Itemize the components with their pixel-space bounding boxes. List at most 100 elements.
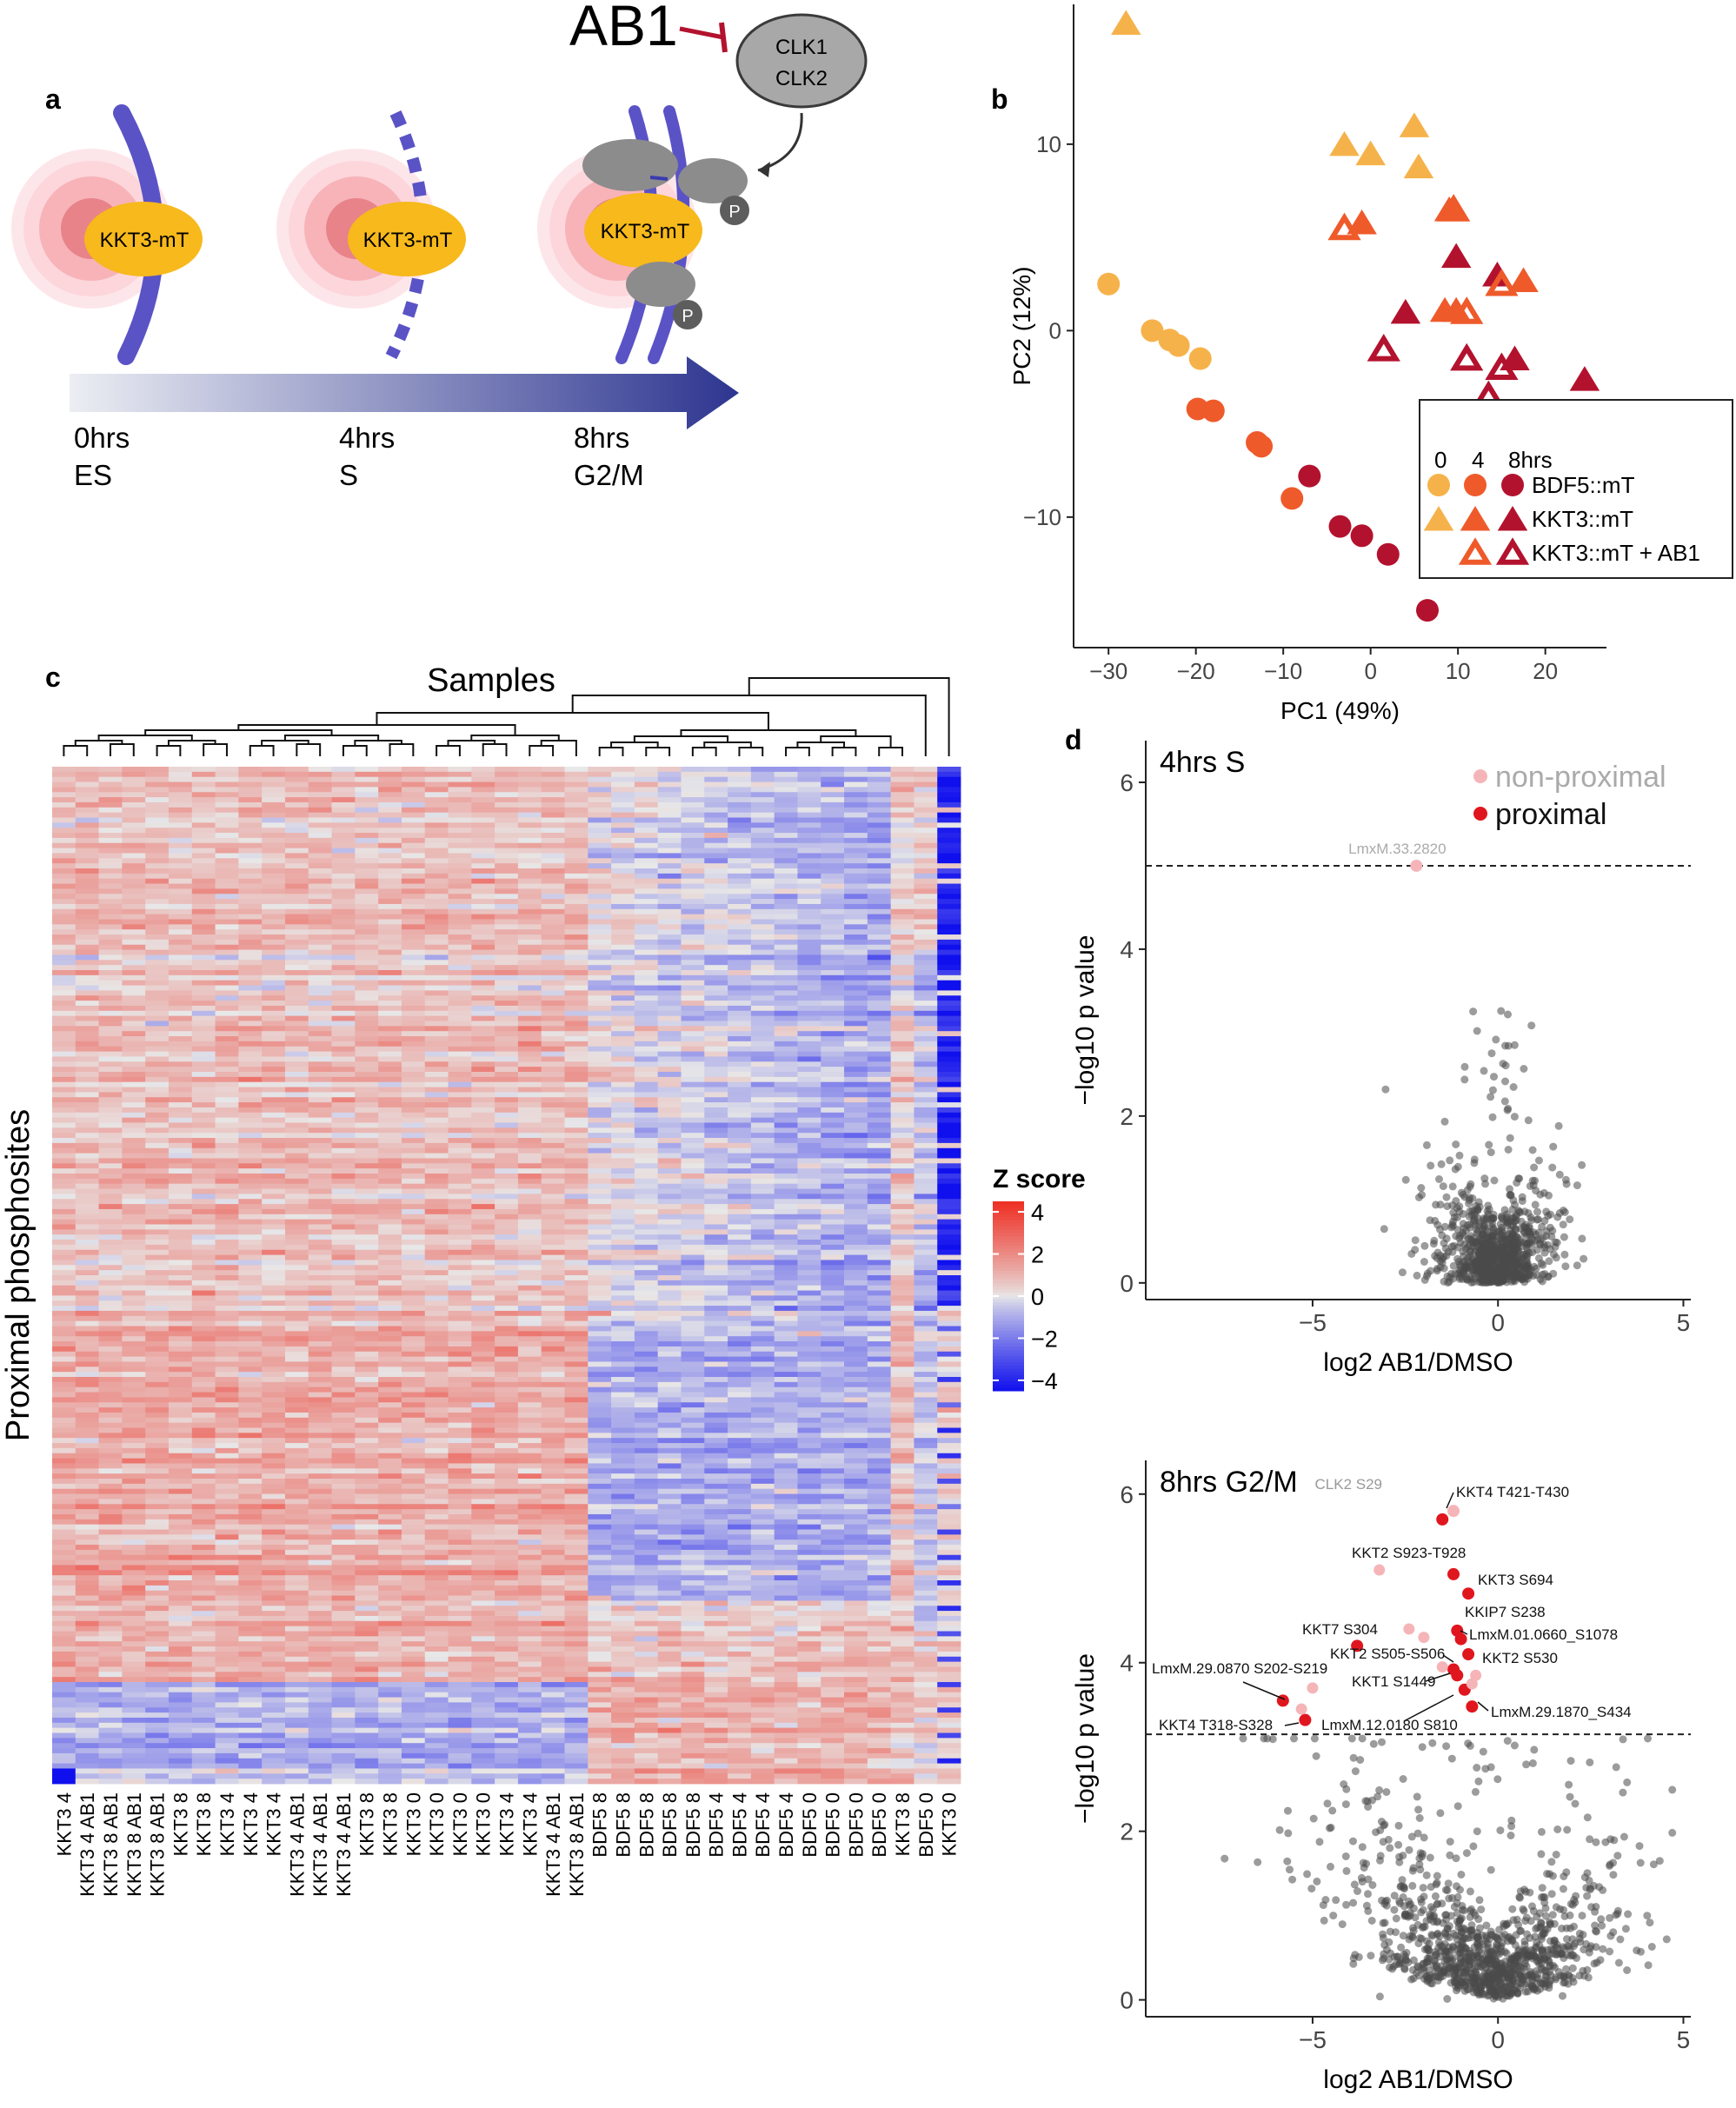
heatmap-cell xyxy=(308,1031,332,1037)
heatmap-cell xyxy=(284,1041,309,1047)
heatmap-cell xyxy=(517,1046,542,1052)
heatmap-cell xyxy=(378,1295,402,1301)
heatmap-cell xyxy=(588,1097,612,1103)
heatmap-cell xyxy=(588,1087,612,1093)
heatmap-cell xyxy=(98,1081,123,1087)
heatmap-cell xyxy=(378,908,402,915)
heatmap-cell xyxy=(867,1392,892,1398)
heatmap-cell xyxy=(355,974,379,981)
heatmap-cell xyxy=(634,812,659,818)
heatmap-cell xyxy=(821,1183,845,1189)
heatmap-cell xyxy=(541,1234,565,1240)
heatmap-cell xyxy=(355,919,379,925)
heatmap-cell xyxy=(564,888,589,894)
heatmap-cell xyxy=(471,1270,496,1276)
heatmap-cell xyxy=(541,1381,565,1388)
heatmap-cell xyxy=(634,1244,659,1251)
heatmap-cell xyxy=(215,812,239,818)
heatmap-cell xyxy=(611,1234,635,1240)
heatmap-cell xyxy=(821,1015,845,1021)
pca-point-circle xyxy=(1097,272,1121,296)
heatmap-cell xyxy=(448,1204,472,1210)
heatmap-cell xyxy=(145,1214,170,1220)
heatmap-cell xyxy=(191,939,216,946)
heatmap-cell xyxy=(98,960,123,966)
heatmap-cell xyxy=(728,924,752,930)
heatmap-cell xyxy=(448,985,472,991)
heatmap-cell xyxy=(98,990,123,996)
heatmap-cell xyxy=(168,1300,193,1307)
heatmap-cell xyxy=(98,1107,123,1114)
heatmap-cell xyxy=(75,903,99,910)
heatmap-cell xyxy=(191,903,216,910)
heatmap-cell xyxy=(844,801,868,808)
heatmap-cell xyxy=(821,939,845,946)
heatmap-cell xyxy=(168,868,193,874)
heatmap-cell xyxy=(821,1295,845,1301)
heatmap-cell xyxy=(541,848,565,854)
heatmap-cell xyxy=(331,853,356,859)
heatmap-cell xyxy=(355,1194,379,1200)
heatmap-cell xyxy=(611,1356,635,1362)
heatmap-cell xyxy=(145,949,170,955)
heatmap-cell xyxy=(867,924,892,930)
heatmap-cell xyxy=(471,828,496,834)
heatmap-cell xyxy=(308,1224,332,1230)
heatmap-cell xyxy=(262,1061,286,1067)
heatmap-cell xyxy=(821,1244,845,1251)
heatmap-cell xyxy=(401,817,426,823)
heatmap-cell xyxy=(401,1188,426,1194)
heatmap-cell xyxy=(797,1224,821,1230)
heatmap-cell xyxy=(611,1081,635,1087)
heatmap-cell xyxy=(262,1005,286,1012)
heatmap-cell xyxy=(890,842,915,848)
heatmap-cell xyxy=(262,1092,286,1098)
heatmap-cell xyxy=(168,974,193,981)
heatmap-cell xyxy=(331,1174,356,1180)
heatmap-cell xyxy=(517,1041,542,1047)
heatmap-cell xyxy=(122,1067,146,1073)
heatmap-cell xyxy=(750,812,775,818)
heatmap-cell xyxy=(215,888,239,894)
heatmap-cell xyxy=(308,868,332,874)
heatmap-cell xyxy=(122,1240,146,1246)
heatmap-cell xyxy=(238,868,263,874)
heatmap-cell xyxy=(844,1310,868,1317)
heatmap-cell xyxy=(914,960,938,966)
heatmap-cell xyxy=(168,1138,193,1144)
heatmap-cell xyxy=(750,1092,775,1098)
heatmap-cell xyxy=(750,899,775,905)
heatmap-cell xyxy=(308,812,332,818)
heatmap-cell xyxy=(52,771,76,778)
heatmap-cell xyxy=(52,985,76,991)
heatmap-cell xyxy=(564,1092,589,1098)
heatmap-cell xyxy=(98,1010,123,1017)
heatmap-cell xyxy=(98,1295,123,1301)
heatmap-cell xyxy=(168,914,193,920)
heatmap-cell xyxy=(890,908,915,915)
heatmap-cell xyxy=(821,1031,845,1037)
heatmap-cell xyxy=(588,1229,612,1235)
heatmap-cell xyxy=(98,1341,123,1347)
legend-header: 4 xyxy=(1472,447,1484,473)
heatmap-cell xyxy=(750,949,775,955)
heatmap-cell xyxy=(797,954,821,961)
heatmap-cell xyxy=(495,1265,519,1271)
heatmap-cell xyxy=(774,1270,798,1276)
heatmap-cell xyxy=(728,929,752,935)
heatmap-cell xyxy=(681,960,705,966)
heatmap-cell xyxy=(774,1041,798,1047)
heatmap-cell xyxy=(215,1015,239,1021)
heatmap-cell xyxy=(471,1112,496,1119)
heatmap-cell xyxy=(355,1158,379,1164)
heatmap-cell xyxy=(284,903,309,910)
heatmap-cell xyxy=(681,1229,705,1235)
heatmap-cell xyxy=(471,1158,496,1164)
heatmap-cell xyxy=(611,1214,635,1220)
heatmap-cell xyxy=(844,863,868,869)
heatmap-cell xyxy=(378,883,402,889)
heatmap-cell xyxy=(681,1061,705,1067)
heatmap-cell xyxy=(262,1026,286,1032)
heatmap-cell xyxy=(728,894,752,900)
heatmap-cell xyxy=(611,1163,635,1169)
